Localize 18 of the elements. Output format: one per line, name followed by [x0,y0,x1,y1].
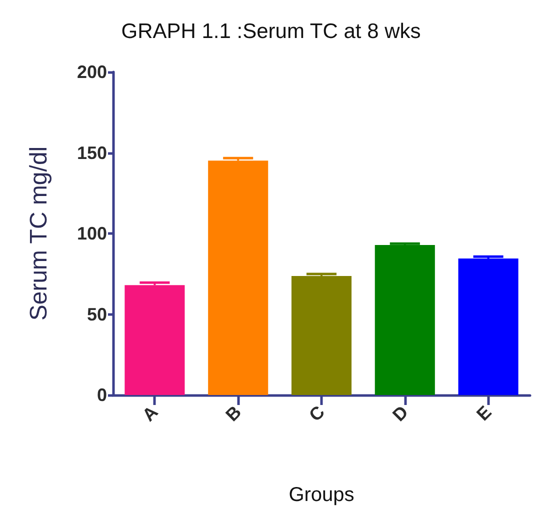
x-tick-label: B [222,402,246,426]
y-tick-label: 100 [76,224,107,244]
bar [208,160,268,395]
bar [458,258,518,395]
bar [124,285,185,395]
y-tick-label: 0 [96,385,107,405]
x-axis-title: Groups [288,484,354,506]
y-tick-label: 50 [86,304,107,324]
x-tick-label: A [138,402,162,426]
x-tick-label: D [388,402,412,426]
chart-title: GRAPH 1.1 :Serum TC at 8 wks [121,20,421,43]
bar [291,276,352,395]
bar [374,244,435,395]
x-tick-label: C [305,402,329,426]
y-tick-label: 200 [76,62,107,82]
x-tick-label: E [472,402,496,425]
y-axis-title: Serum TC mg/dl [26,146,52,321]
y-tick-label: 150 [76,142,107,163]
